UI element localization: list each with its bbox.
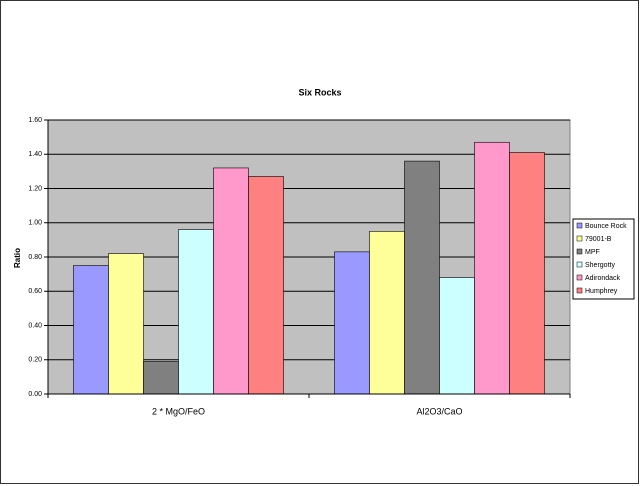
legend-swatch [576,261,583,268]
bar [178,229,214,395]
y-tick-label: 1.60 [28,117,42,124]
bar [509,152,545,395]
legend-label: MPF [585,249,600,256]
bar [73,265,109,395]
y-tick-label: 1.20 [28,185,42,192]
y-tick-label: 0.60 [28,288,42,295]
bar [108,253,144,395]
bar [213,167,249,395]
bar [404,160,440,395]
legend-swatch [576,287,583,294]
bar [369,231,405,395]
bar [439,277,475,395]
legend-label: Adirondack [585,275,621,282]
y-tick-label: 0.80 [28,254,42,261]
legend-label: 79001-B [585,236,612,243]
y-tick-label: 0.00 [28,391,42,398]
y-axis-label: Ratio [13,248,22,268]
y-tick-label: 1.00 [28,220,42,227]
x-tick-label: 2 * MgO/FeO [152,406,205,416]
y-tick-label: 0.40 [28,322,42,329]
legend-swatch [576,274,583,281]
legend-swatch [576,248,583,255]
y-tick-label: 1.40 [28,151,42,158]
legend-label: Humphrey [585,288,618,295]
legend-box [572,218,635,300]
legend-label: Bounce Rock [585,223,627,230]
bar [143,361,179,395]
legend-label: Shergotty [585,262,615,269]
bar [334,251,370,395]
legend-swatch [576,222,583,229]
x-tick-label: Al2O3/CaO [416,406,462,416]
bar [248,176,284,395]
legend-swatch [576,235,583,242]
y-tick-label: 0.20 [28,357,42,364]
bar [474,141,510,395]
chart-title: Six Rocks [298,87,341,97]
